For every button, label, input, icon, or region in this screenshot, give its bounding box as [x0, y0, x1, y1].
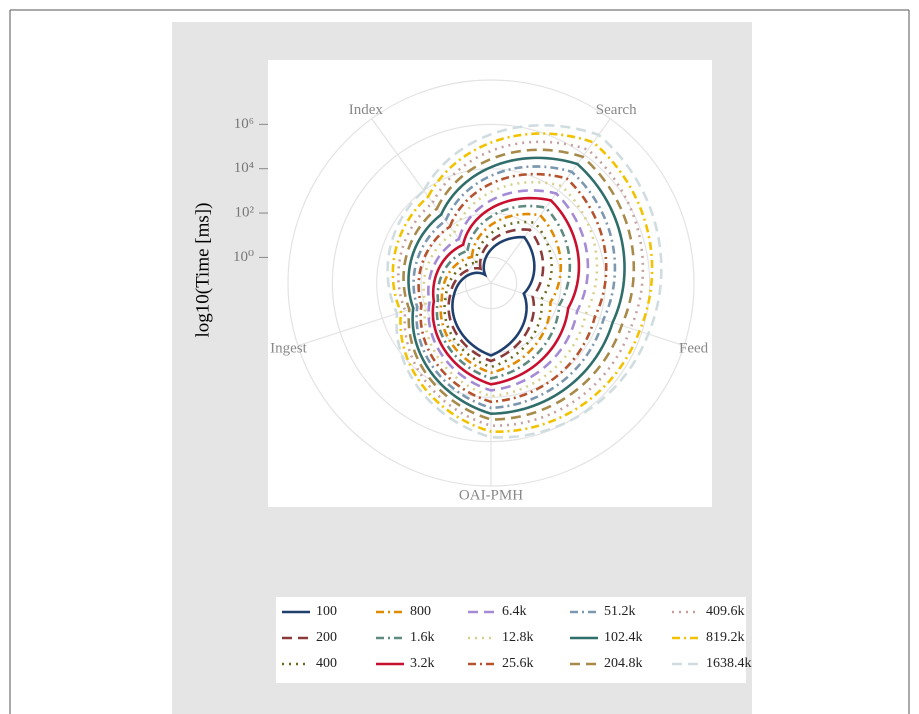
category-label: Ingest — [270, 340, 307, 356]
category-label: OAI-PMH — [459, 487, 523, 503]
legend-label: 400 — [316, 656, 337, 671]
category-label: Search — [596, 102, 637, 118]
legend-label: 800 — [410, 604, 431, 619]
series-line — [386, 123, 663, 439]
legend-label: 6.4k — [502, 604, 527, 619]
series-line — [439, 212, 563, 375]
legend-label: 25.6k — [502, 656, 534, 671]
legend-label: 409.6k — [706, 604, 745, 619]
series-line — [422, 180, 599, 398]
series-line — [451, 235, 536, 357]
series-line — [391, 132, 654, 433]
series-line — [417, 172, 608, 404]
legend-label: 1638.4k — [706, 656, 752, 671]
legend-label: 819.2k — [706, 630, 745, 645]
y-tick-label: 10⁴ — [234, 160, 254, 176]
series-line — [412, 165, 617, 410]
category-label: Index — [349, 102, 384, 118]
spoke — [297, 282, 492, 347]
y-tick-label: 10² — [235, 204, 255, 220]
series-line — [431, 196, 581, 386]
category-label: Feed — [679, 340, 709, 356]
series-line — [443, 220, 553, 369]
legend-label: 200 — [316, 630, 337, 645]
series-line — [407, 156, 626, 416]
legend-label: 3.2k — [410, 656, 435, 671]
series-line — [402, 148, 636, 421]
legend-label: 204.8k — [604, 656, 643, 671]
series-line — [435, 204, 572, 380]
legend-label: 100 — [316, 604, 337, 619]
series-lines — [386, 123, 663, 439]
series-line — [447, 228, 545, 363]
y-axis-title: log10(Time [ms]) — [192, 203, 213, 338]
y-tick-label: 10⁰ — [233, 249, 254, 265]
legend-label: 1.6k — [410, 630, 435, 645]
legend-label: 12.8k — [502, 630, 534, 645]
legend — [276, 597, 746, 683]
series-line — [427, 189, 590, 392]
legend-label: 102.4k — [604, 630, 643, 645]
legend-label: 51.2k — [604, 604, 636, 619]
y-tick-label: 10⁶ — [234, 116, 254, 132]
